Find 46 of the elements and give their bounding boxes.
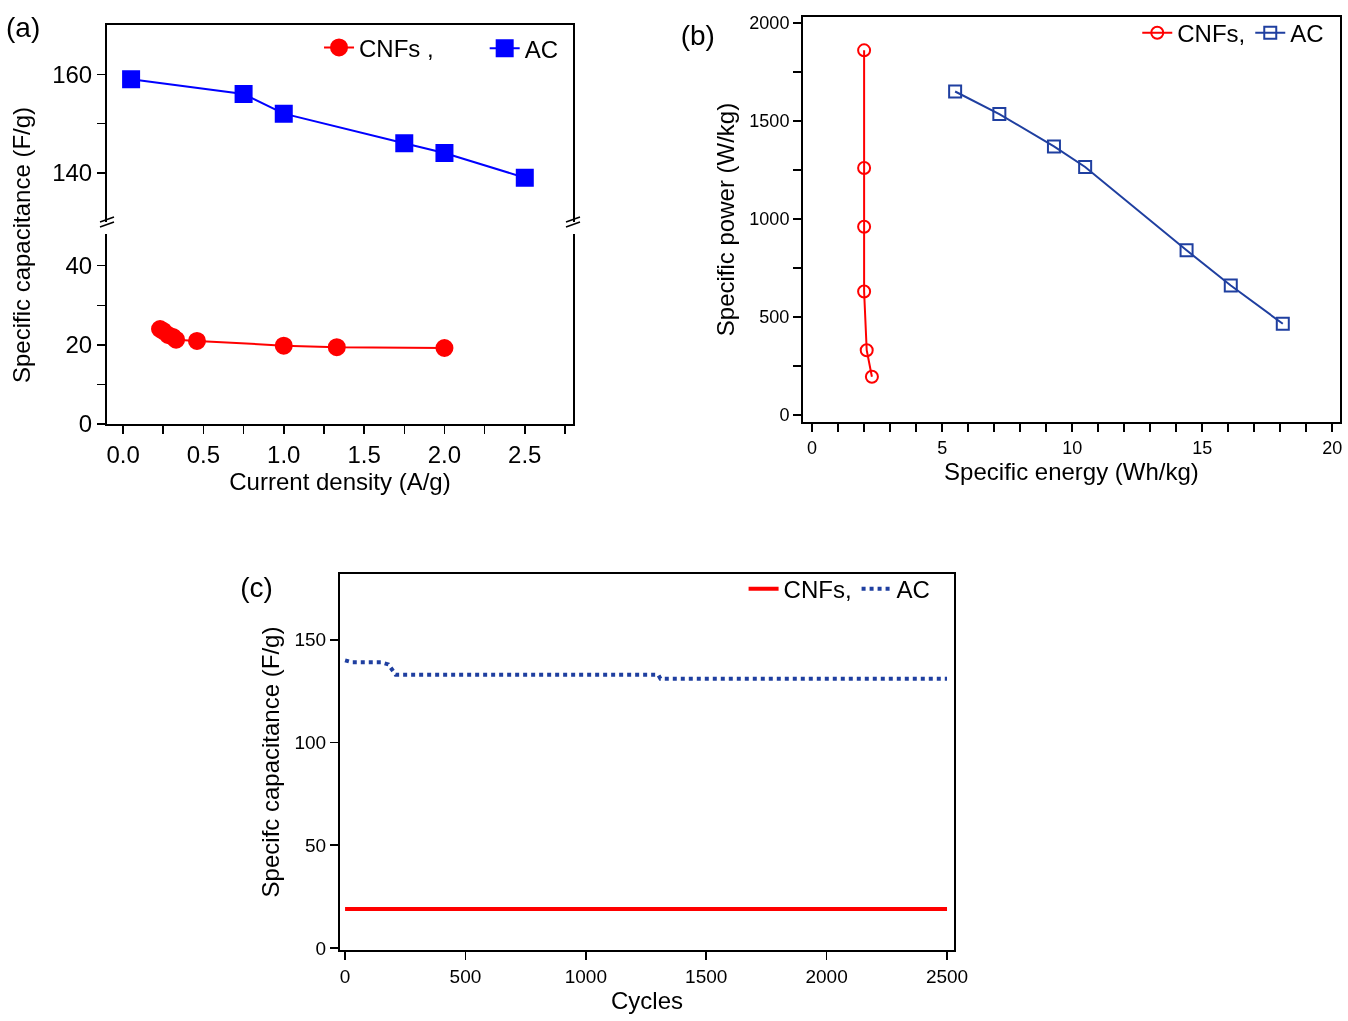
chart-title: (a): [6, 12, 41, 44]
y-tick-label: 140: [52, 159, 93, 187]
y-tick-label: 500: [759, 307, 790, 328]
y-tick-label: 0: [78, 410, 93, 438]
x-tick-label: 1.0: [267, 440, 301, 468]
x-tick-label: 500: [449, 965, 482, 987]
x-tick-label: 2000: [805, 965, 848, 987]
y-axis-title: Specific capacitance (F/g): [8, 106, 36, 384]
chart-title: (c): [240, 572, 273, 604]
x-axis-title: Cycles: [610, 986, 684, 1014]
x-axis-title: Specific energy (Wh/kg): [944, 457, 1199, 485]
x-tick-label: 20: [1322, 437, 1343, 458]
x-tick-label: 2.0: [427, 440, 462, 468]
x-tick-label: 0: [339, 965, 351, 987]
legend-label: AC: [524, 35, 559, 63]
y-tick-label: 2000: [749, 13, 790, 34]
x-tick-label: 2.5: [508, 440, 542, 468]
y-tick-label: 150: [294, 629, 327, 651]
y-tick-label: 0: [779, 405, 790, 426]
legend-label: CNFs,: [1177, 20, 1246, 48]
x-tick-label: 0: [807, 437, 818, 458]
legend-label: AC: [896, 576, 930, 603]
y-tick-label: 0: [315, 937, 327, 959]
y-axis-title: Specific power (W/kg): [711, 102, 739, 337]
x-tick-label: 15: [1192, 437, 1213, 458]
y-tick-label: 40: [65, 252, 93, 280]
x-tick-label: 1500: [685, 965, 728, 987]
chart-title: (b): [680, 19, 715, 51]
y-axis-title: Specifc capacitance (F/g): [257, 626, 285, 898]
y-tick-label: 160: [52, 60, 93, 88]
y-tick-label: 100: [294, 732, 327, 754]
y-tick-label: 1000: [749, 209, 790, 230]
x-tick-label: 5: [937, 437, 948, 458]
legend-label: CNFs ,: [359, 34, 434, 62]
y-tick-label: 20: [65, 331, 93, 359]
x-tick-label: 0.5: [186, 440, 221, 468]
x-tick-label: 0.0: [106, 440, 140, 468]
x-axis-title: Current density (A/g): [229, 467, 451, 495]
legend-label: CNFs,: [783, 576, 852, 603]
x-tick-label: 10: [1062, 437, 1083, 458]
x-tick-label: 1000: [564, 965, 607, 987]
legend-label: AC: [1290, 20, 1324, 48]
x-tick-label: 1.5: [347, 440, 381, 468]
y-tick-label: 1500: [749, 111, 790, 132]
x-tick-label: 2500: [925, 965, 969, 987]
y-tick-label: 50: [305, 834, 327, 856]
